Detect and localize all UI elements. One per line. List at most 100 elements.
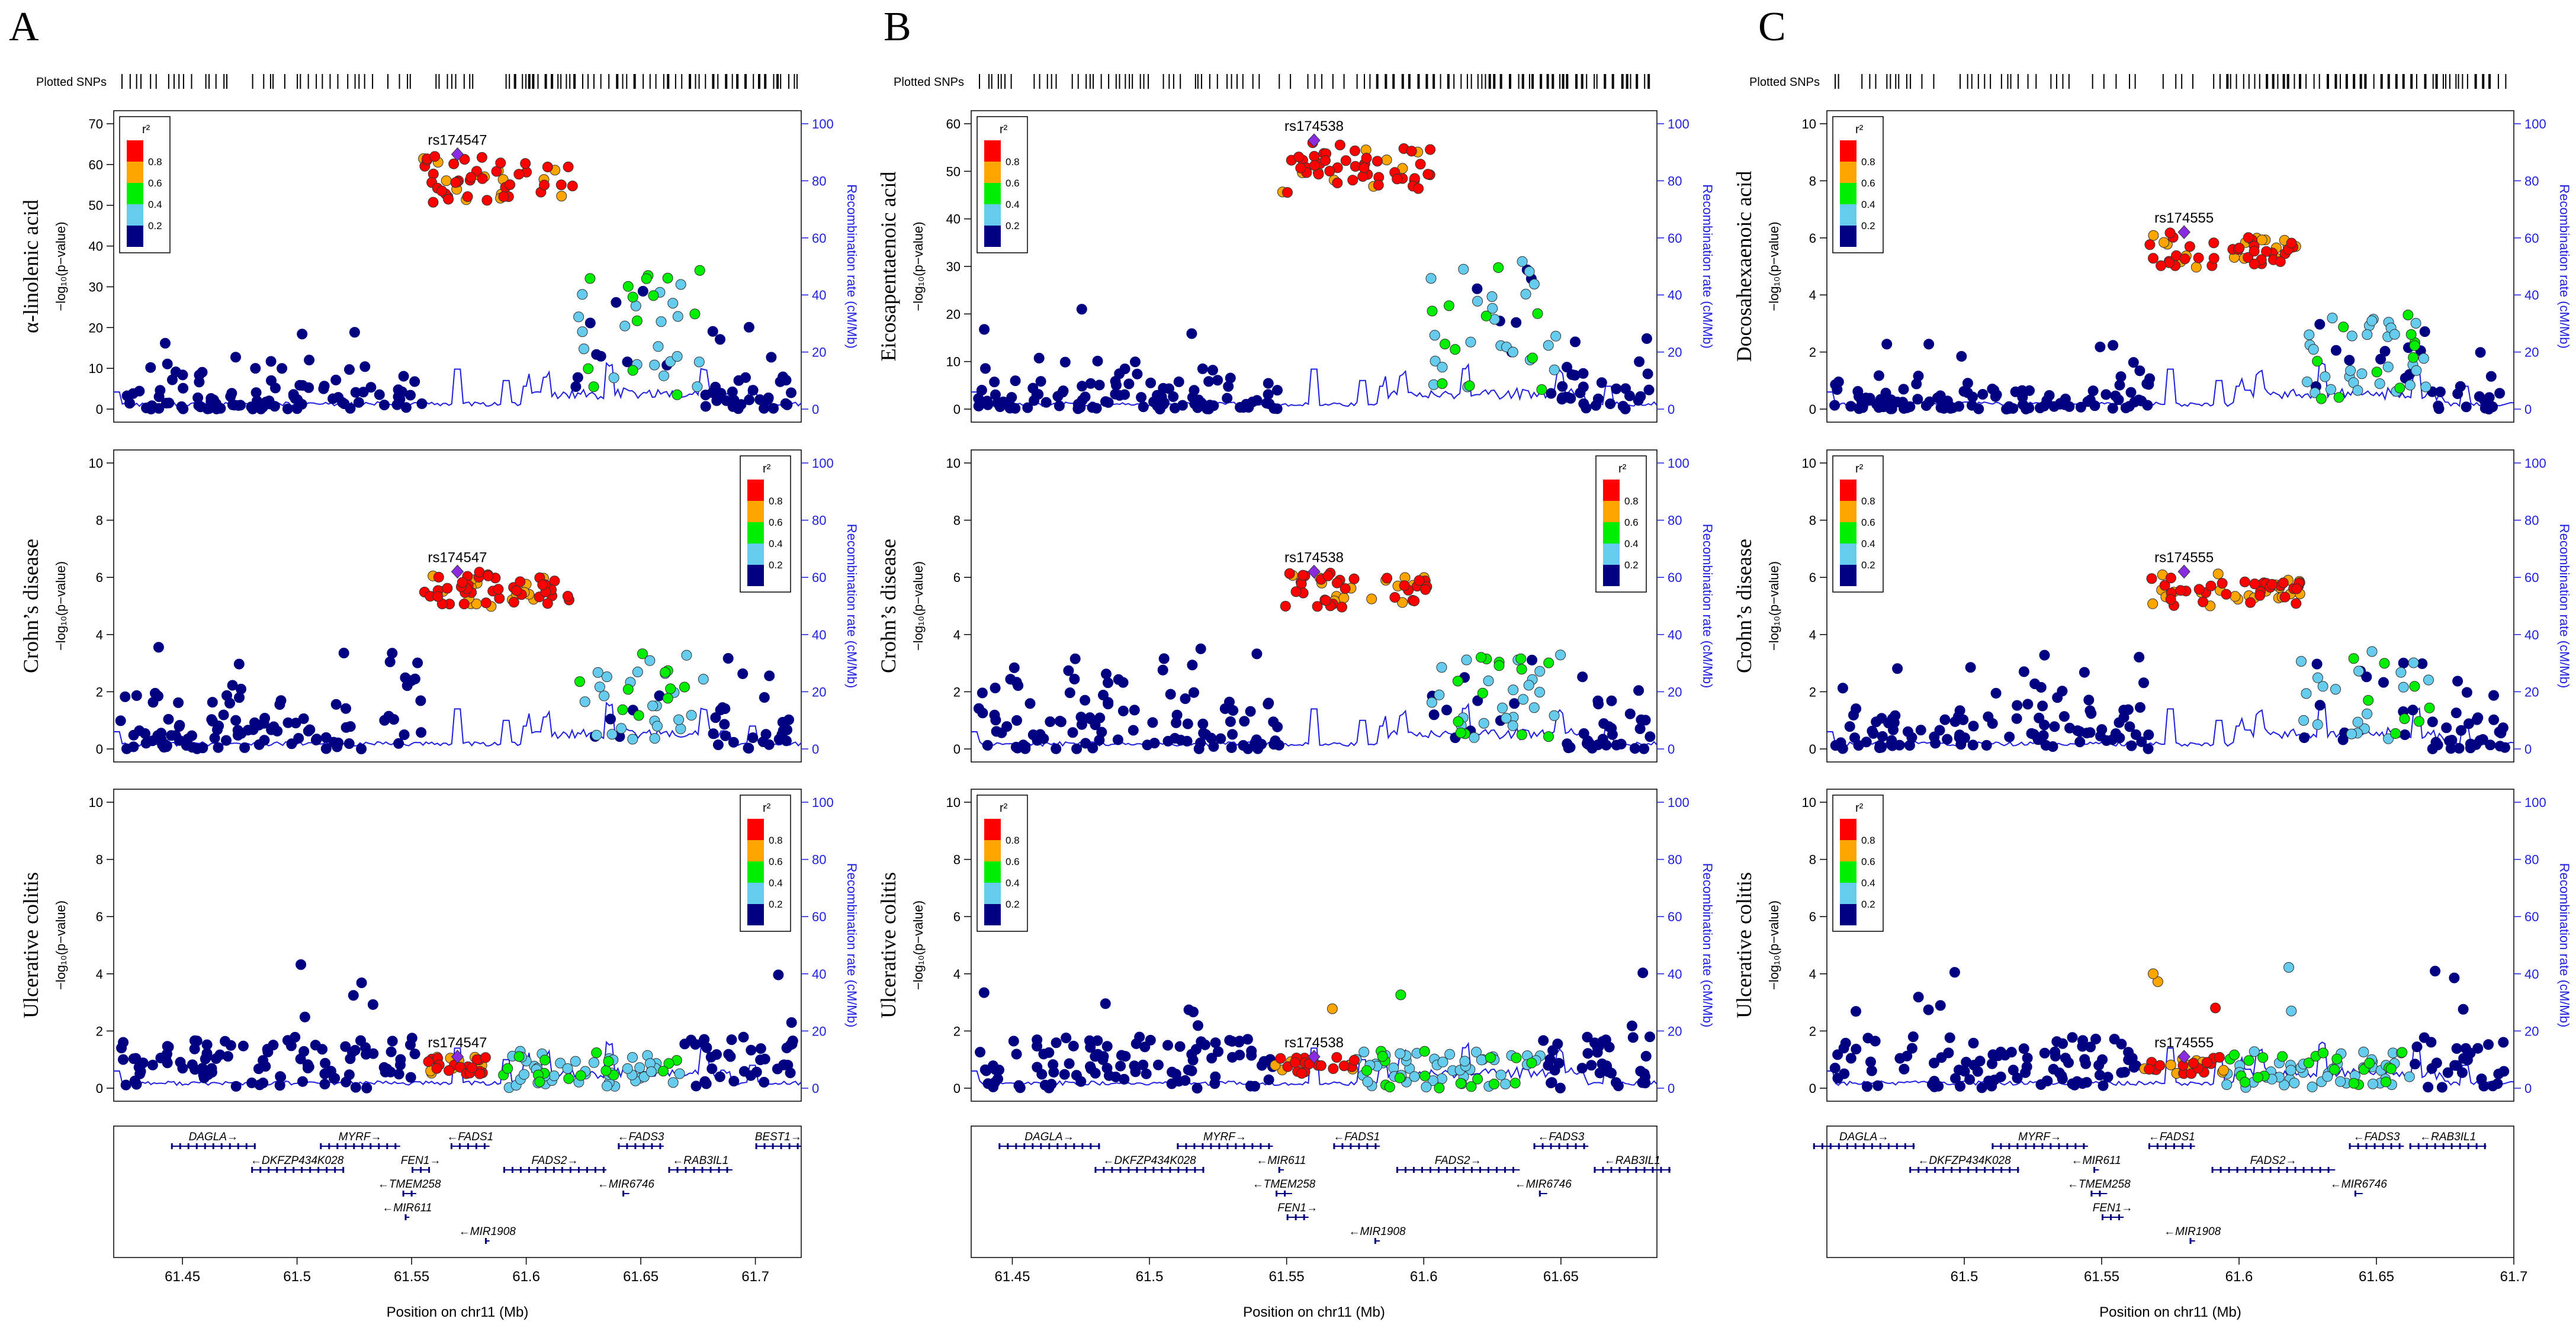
gene-label: ←FADS1 (447, 1131, 493, 1143)
lead-snp-marker (451, 564, 464, 579)
snp-point (2488, 690, 2499, 701)
snp-point (1640, 1051, 1652, 1062)
snp-point (1382, 573, 1393, 584)
snp-point (1832, 384, 1843, 395)
snp-point (1263, 1074, 1274, 1085)
gene-exon (796, 1143, 799, 1149)
legend-swatch (1840, 883, 1856, 904)
snp-point (645, 1066, 657, 1078)
snp-point (2303, 1057, 2314, 1069)
snp-point (2022, 699, 2034, 710)
snp-point (1261, 398, 1272, 409)
snp-point (131, 1079, 142, 1090)
y-tick-label: 30 (89, 279, 103, 294)
gene-exon (1541, 1143, 1544, 1149)
gene-exon (484, 1238, 487, 1244)
snp-point (2494, 388, 2506, 399)
snp-point (1949, 967, 1960, 978)
snp-point (989, 377, 1000, 388)
y-axis-label: −log₁₀(p−value) (911, 561, 926, 651)
snp-point (990, 683, 1001, 693)
snp-point (2080, 1058, 2092, 1069)
snp-point (339, 398, 350, 409)
gene-exon (1090, 1143, 1092, 1149)
snp-point (1171, 717, 1182, 728)
snp-point (2286, 1005, 2297, 1017)
legend-swatch (984, 162, 1001, 183)
y-tick-label: 2 (953, 1024, 961, 1038)
snp-point (2029, 678, 2041, 689)
snp-point (637, 285, 648, 297)
snp-point (211, 398, 221, 409)
snp-point (1471, 1047, 1482, 1057)
plot-frame (113, 449, 802, 763)
snp-point (2424, 702, 2435, 713)
snp-point (2427, 743, 2438, 754)
snp-point (1641, 333, 1652, 344)
snp-point (1899, 1063, 1910, 1075)
snp-point (2205, 580, 2217, 591)
gene-exon (1169, 1167, 1171, 1173)
gene-exon (1904, 1143, 1906, 1149)
snp-point (1528, 702, 1540, 713)
gene-exon (1926, 1167, 1928, 1173)
snp-point (519, 1069, 529, 1080)
snp-point (379, 400, 390, 410)
snp-point (1227, 729, 1238, 740)
legend-label: 0.8 (769, 496, 783, 507)
y-axis-label: −log₁₀(p−value) (911, 221, 926, 311)
x-tick-label: 61.55 (1269, 1269, 1305, 1285)
snp-point (1543, 340, 1554, 351)
snp-point (1497, 702, 1508, 713)
snp-point (1177, 400, 1188, 411)
snp-point (1005, 674, 1016, 685)
snp-point (2039, 1047, 2050, 1059)
snp-point (2436, 1082, 2447, 1093)
legend-title: r² (1855, 802, 1864, 815)
snp-point (1872, 1080, 1884, 1091)
snp-point (1138, 401, 1149, 413)
gene-exon (726, 1167, 728, 1173)
snp-point (1054, 716, 1065, 726)
snp-point (1557, 381, 1568, 392)
snp-point (239, 742, 250, 753)
y-axis-label: −log₁₀(p−value) (1766, 561, 1781, 651)
recomb-tick-label: 0 (2524, 402, 2532, 417)
snp-point (2165, 573, 2176, 584)
snp-point (1915, 725, 1926, 736)
trait-label: Docosahexaenoic acid (1732, 171, 1756, 362)
gene-exon (1396, 1167, 1398, 1173)
snp-point (398, 371, 409, 382)
snp-point (1077, 395, 1088, 406)
gene-exon (569, 1167, 571, 1173)
gene-exon (1879, 1143, 1881, 1149)
gene-exon (503, 1167, 505, 1173)
gene-name: MYRF (1203, 1131, 1236, 1143)
recomb-axis-label: Recombination rate (cM/Mb) (2557, 524, 2572, 689)
snp-point (1332, 178, 1343, 188)
snp-point (1119, 389, 1130, 400)
snp-point (2405, 329, 2417, 340)
snp-point (318, 383, 329, 394)
snp-point (2012, 700, 2023, 711)
snp-point (2331, 1053, 2343, 1064)
snp-point (218, 709, 229, 721)
snp-point (785, 1039, 796, 1050)
snp-point (2217, 578, 2228, 589)
snp-point (747, 385, 759, 396)
snp-point (602, 1080, 612, 1092)
snp-point (1472, 1073, 1483, 1085)
snp-point (1331, 1052, 1342, 1063)
snp-point (1851, 1044, 1862, 1054)
snp-point (2198, 596, 2209, 607)
lead-snp-marker (1308, 133, 1321, 147)
snp-point (1887, 719, 1898, 730)
legend-swatch (127, 183, 143, 204)
snp-point (673, 714, 685, 725)
snp-point (120, 691, 131, 702)
snp-point (1509, 1078, 1521, 1089)
snp-point (681, 649, 692, 661)
snp-point (1518, 694, 1529, 705)
snp-point (1381, 155, 1392, 166)
